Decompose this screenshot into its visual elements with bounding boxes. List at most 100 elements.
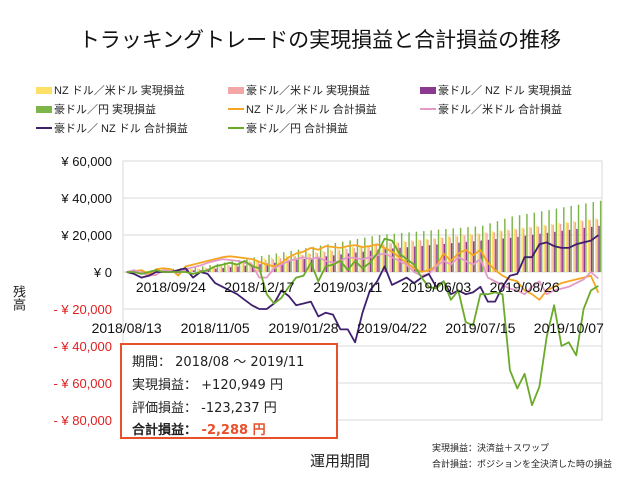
bar xyxy=(450,243,453,272)
bar xyxy=(189,268,192,272)
bar xyxy=(437,229,440,272)
y-tick-label: - ¥ 20,000 xyxy=(53,302,112,317)
legend-label: 豪ドル／米ドル 実現損益 xyxy=(246,85,371,97)
x-axis-title: 運用期間 xyxy=(310,452,371,470)
bar xyxy=(447,236,450,272)
bar xyxy=(238,259,241,272)
bar xyxy=(590,226,593,272)
legend-swatch xyxy=(36,105,52,113)
bar xyxy=(504,218,506,272)
y-tick-label: - ¥ 80,000 xyxy=(53,413,112,428)
bar xyxy=(297,249,300,272)
legend-item: 豪ドル／米ドル 実現損益 xyxy=(228,82,370,98)
bar xyxy=(421,245,423,272)
bar xyxy=(523,228,525,272)
bar xyxy=(248,260,251,272)
bar xyxy=(154,270,157,272)
bar xyxy=(334,242,337,272)
bar xyxy=(573,221,575,272)
bar xyxy=(428,245,431,272)
bar xyxy=(550,223,553,272)
unrealized-row: 評価損益： -123,237 円 xyxy=(132,397,277,416)
bar xyxy=(351,247,354,272)
bar xyxy=(434,238,437,272)
realized-label: 実現損益： xyxy=(132,378,198,393)
bar xyxy=(554,231,556,272)
bar xyxy=(496,221,499,272)
bar xyxy=(344,247,346,272)
bar xyxy=(194,267,197,272)
unrealized-label: 評価損益： xyxy=(132,401,198,416)
bar xyxy=(346,249,348,272)
bar xyxy=(515,229,518,272)
total-value: -2,288 円 xyxy=(201,423,266,438)
bar xyxy=(445,229,447,272)
bar xyxy=(427,239,429,272)
bar xyxy=(329,249,332,272)
x-tick-label: 2018/08/13 xyxy=(92,320,162,336)
bar xyxy=(521,227,523,272)
bar xyxy=(303,259,305,272)
bar xyxy=(537,226,540,272)
period-value: 2018/08 ～ 2019/11 xyxy=(175,355,305,370)
x-tick-label: 2018/12/17 xyxy=(224,279,294,295)
bar xyxy=(396,241,398,272)
bar xyxy=(539,233,541,272)
bar xyxy=(430,230,432,272)
bar xyxy=(518,215,521,272)
bar xyxy=(467,227,469,272)
bar xyxy=(390,243,392,272)
bar xyxy=(242,263,245,272)
bar xyxy=(275,253,278,272)
bar xyxy=(347,253,350,272)
bar xyxy=(193,270,195,272)
bar xyxy=(287,257,289,272)
bar xyxy=(574,222,577,272)
bar xyxy=(577,204,580,272)
bar xyxy=(246,258,248,272)
bar xyxy=(548,210,550,272)
note-realized: 実現損益：決済益＋スワップ xyxy=(432,444,550,454)
bar xyxy=(318,257,320,272)
bar xyxy=(368,246,370,272)
bar xyxy=(545,225,547,272)
bar xyxy=(495,239,497,272)
bar xyxy=(288,260,291,272)
total-label: 合計損益： xyxy=(132,423,198,438)
bar xyxy=(465,241,468,272)
bar xyxy=(322,250,324,272)
bar xyxy=(356,238,359,272)
bar xyxy=(229,267,232,272)
bar xyxy=(145,270,148,272)
y-tick-label: ¥ 40,000 xyxy=(60,191,112,206)
bar xyxy=(540,211,543,272)
y-tick-label: - ¥ 60,000 xyxy=(53,376,112,391)
bar xyxy=(391,248,394,272)
bar xyxy=(502,238,504,272)
bar xyxy=(234,262,236,272)
x-tick-label: 2019/01/28 xyxy=(269,320,339,336)
bar xyxy=(452,228,454,272)
bar xyxy=(440,237,442,272)
y-tick-label: ¥ 60,000 xyxy=(60,154,112,169)
bar xyxy=(506,229,509,272)
bar xyxy=(581,221,584,272)
bar xyxy=(327,244,329,272)
bar xyxy=(408,232,410,272)
bar xyxy=(263,258,265,272)
bar xyxy=(285,255,288,272)
bar xyxy=(220,266,223,272)
bar xyxy=(337,248,339,272)
bar xyxy=(231,261,233,272)
bar xyxy=(222,267,224,272)
legend-label: 豪ドル／ NZ ドル 実現損益 xyxy=(438,85,572,97)
bar xyxy=(524,235,527,272)
y-axis-title: 残高 xyxy=(10,285,25,311)
bar xyxy=(266,263,269,272)
bar xyxy=(499,230,501,272)
bar xyxy=(290,250,292,272)
bar xyxy=(478,234,481,272)
bar xyxy=(228,265,230,272)
bar xyxy=(198,269,201,272)
bar xyxy=(419,240,422,272)
